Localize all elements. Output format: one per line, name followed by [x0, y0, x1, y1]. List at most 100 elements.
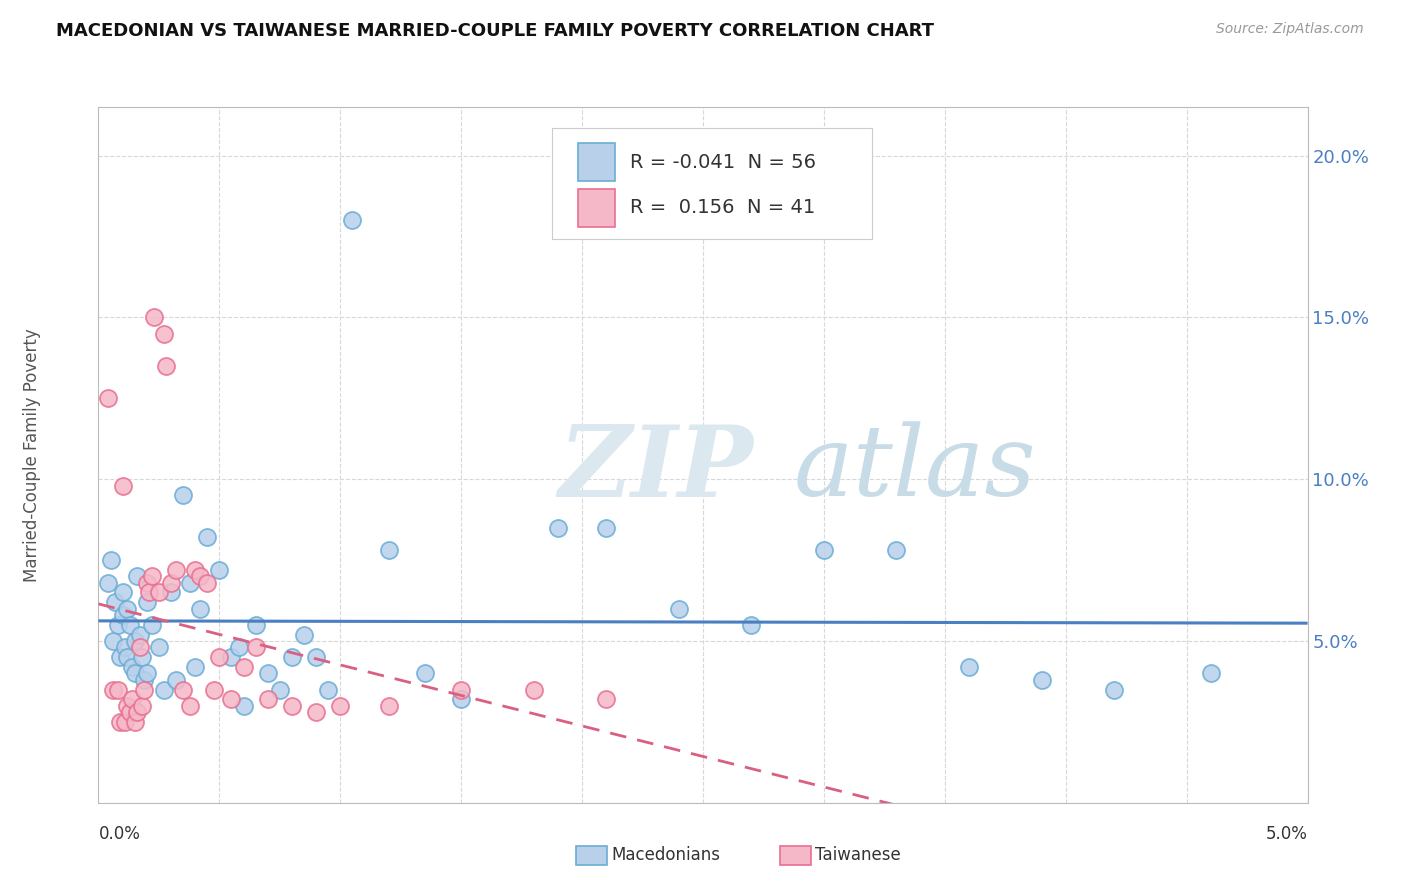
Point	[97, 392, 120, 406]
Point	[121, 660, 143, 674]
Point	[228, 640, 250, 655]
Point	[1199, 666, 1222, 681]
Point	[305, 650, 328, 665]
Point	[342, 213, 364, 227]
Point	[127, 569, 149, 583]
Point	[117, 698, 139, 713]
Point	[1031, 673, 1053, 687]
Point	[97, 575, 120, 590]
Text: 0.0%: 0.0%	[98, 825, 141, 843]
Point	[668, 601, 690, 615]
Point	[155, 359, 177, 373]
Text: Macedonians: Macedonians	[612, 846, 721, 863]
Point	[377, 543, 399, 558]
Point	[377, 698, 399, 713]
Point	[160, 575, 183, 590]
Point	[138, 585, 160, 599]
Text: Married-Couple Family Poverty: Married-Couple Family Poverty	[22, 328, 41, 582]
Point	[523, 682, 546, 697]
Point	[117, 650, 139, 665]
Point	[108, 650, 131, 665]
Point	[245, 617, 267, 632]
Point	[104, 595, 127, 609]
Point	[134, 673, 156, 687]
Point	[117, 601, 139, 615]
Point	[131, 698, 153, 713]
Text: R = -0.041  N = 56: R = -0.041 N = 56	[630, 153, 817, 171]
Point	[118, 705, 141, 719]
Point	[413, 666, 436, 681]
Point	[128, 627, 150, 641]
Point	[184, 563, 207, 577]
Point	[134, 682, 156, 697]
Point	[135, 575, 157, 590]
Point	[135, 595, 157, 609]
Point	[221, 650, 243, 665]
Point	[450, 682, 472, 697]
Point	[292, 627, 315, 641]
Point	[208, 650, 231, 665]
Point	[281, 650, 304, 665]
Point	[152, 682, 174, 697]
FancyBboxPatch shape	[578, 143, 614, 181]
Point	[165, 563, 187, 577]
FancyBboxPatch shape	[578, 189, 614, 227]
Text: Taiwanese: Taiwanese	[815, 846, 901, 863]
Point	[1102, 682, 1125, 697]
Point	[128, 640, 150, 655]
Point	[204, 682, 226, 697]
Text: Source: ZipAtlas.com: Source: ZipAtlas.com	[1216, 22, 1364, 37]
Point	[160, 585, 183, 599]
Point	[957, 660, 980, 674]
Point	[195, 531, 218, 545]
Point	[143, 310, 166, 325]
Point	[232, 660, 254, 674]
Text: atlas: atlas	[793, 421, 1036, 516]
Point	[111, 608, 134, 623]
Point	[184, 660, 207, 674]
Point	[100, 553, 122, 567]
Point	[813, 543, 835, 558]
Point	[131, 650, 153, 665]
Text: 5.0%: 5.0%	[1265, 825, 1308, 843]
Point	[256, 666, 278, 681]
Point	[107, 617, 129, 632]
Point	[595, 692, 617, 706]
Point	[256, 692, 278, 706]
Point	[135, 666, 157, 681]
Point	[148, 640, 170, 655]
Point	[179, 698, 201, 713]
Point	[101, 682, 124, 697]
FancyBboxPatch shape	[553, 128, 872, 239]
Point	[188, 569, 211, 583]
Point	[172, 682, 194, 697]
Text: MACEDONIAN VS TAIWANESE MARRIED-COUPLE FAMILY POVERTY CORRELATION CHART: MACEDONIAN VS TAIWANESE MARRIED-COUPLE F…	[56, 22, 934, 40]
Point	[165, 673, 187, 687]
Point	[124, 666, 146, 681]
Point	[118, 617, 141, 632]
Point	[305, 705, 328, 719]
Text: R =  0.156  N = 41: R = 0.156 N = 41	[630, 198, 815, 218]
Point	[152, 326, 174, 341]
Point	[281, 698, 304, 713]
Point	[232, 698, 254, 713]
Point	[740, 617, 762, 632]
Point	[124, 634, 146, 648]
Point	[195, 575, 218, 590]
Point	[101, 634, 124, 648]
Point	[121, 692, 143, 706]
Point	[141, 617, 163, 632]
Point	[107, 682, 129, 697]
Point	[141, 569, 163, 583]
Point	[450, 692, 472, 706]
Point	[111, 585, 134, 599]
Point	[114, 714, 136, 729]
Point	[316, 682, 339, 697]
Point	[111, 478, 134, 492]
Point	[886, 543, 908, 558]
Point	[208, 563, 231, 577]
Point	[179, 575, 201, 590]
Point	[148, 585, 170, 599]
Point	[245, 640, 267, 655]
Point	[329, 698, 352, 713]
